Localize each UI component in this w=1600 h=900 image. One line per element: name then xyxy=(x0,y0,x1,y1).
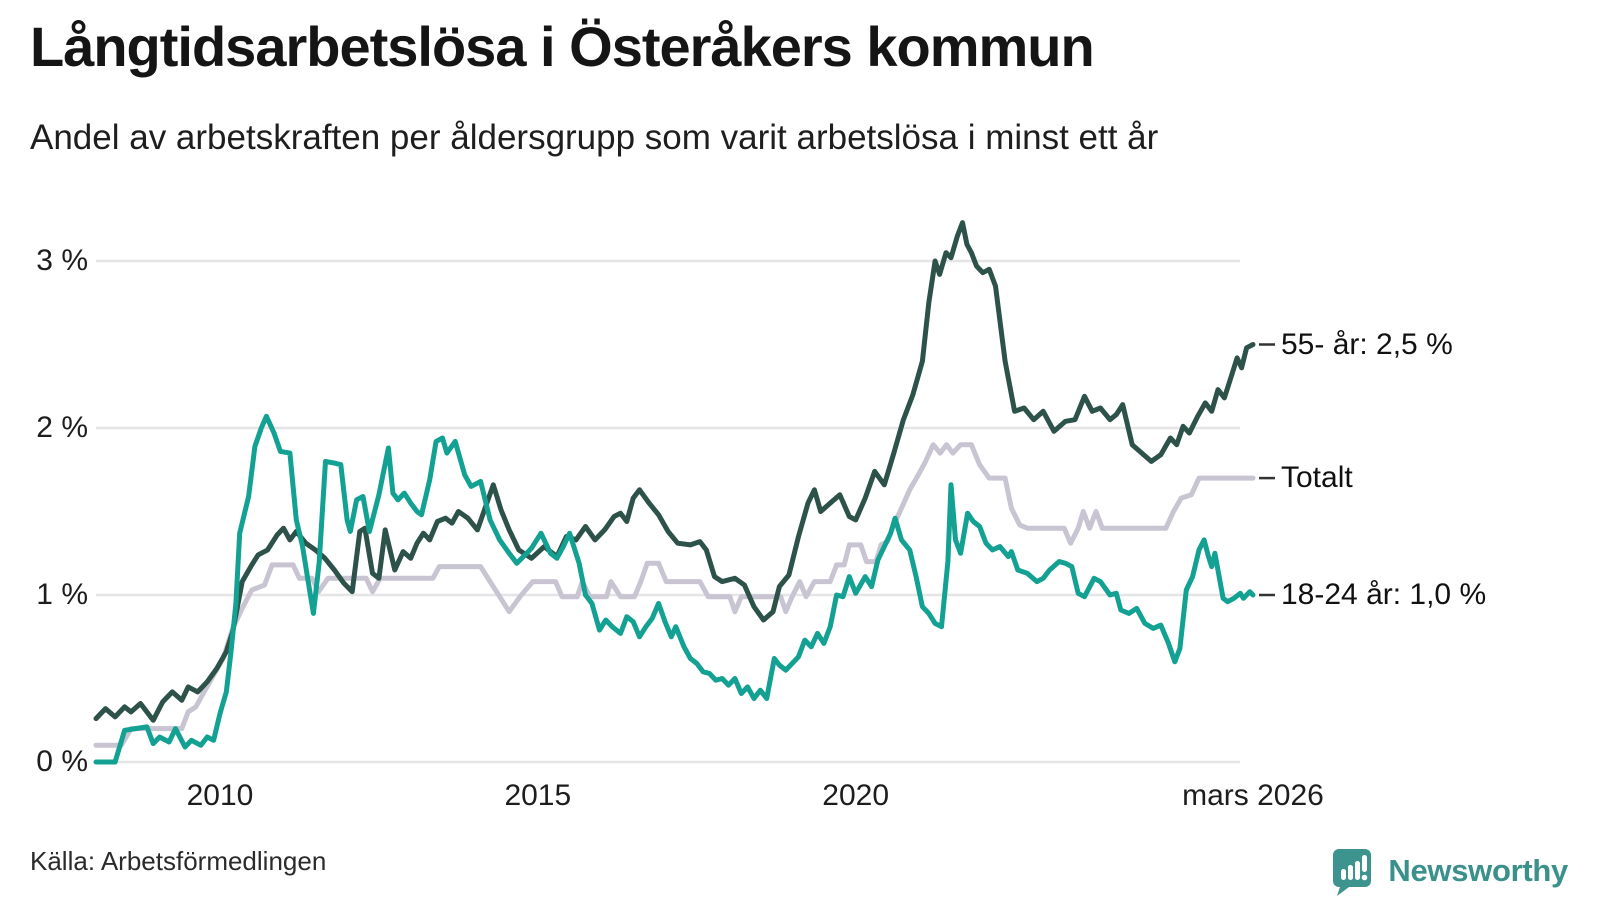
series-end-label-Totalt: Totalt xyxy=(1281,461,1353,495)
x-axis-tick-2020: 2020 xyxy=(822,779,890,812)
x-axis-tick-2010: 2010 xyxy=(186,779,254,812)
y-axis-tick-0: 0 % xyxy=(36,745,88,778)
newsworthy-logo-icon xyxy=(1333,849,1372,896)
x-axis-tick-mars-2026: mars 2026 xyxy=(1182,779,1324,812)
x-axis-tick-2015: 2015 xyxy=(504,779,572,812)
series-end-label-18-24-år: 18-24 år: 1,0 % xyxy=(1281,578,1487,611)
newsworthy-logo-text: Newsworthy xyxy=(1388,853,1568,888)
series-line-Totalt xyxy=(93,442,1256,748)
series-end-label-55--år: 55- år: 2,5 % xyxy=(1281,327,1453,361)
page-title: Långtidsarbetslösa i Österåkers kommun xyxy=(30,15,1095,78)
series-line-55--år xyxy=(93,220,1256,723)
newsworthy-logo-link[interactable]: Newsworthy xyxy=(1326,845,1568,897)
y-axis-tick-1: 1 % xyxy=(36,578,88,611)
y-axis-tick-2: 2 % xyxy=(36,411,88,444)
page-subtitle: Andel av arbetskraften per åldersgrupp s… xyxy=(30,118,1159,157)
series-line-18-24-år xyxy=(93,413,1256,765)
source-note: Källa: Arbetsförmedlingen xyxy=(30,846,327,876)
y-axis-tick-3: 3 % xyxy=(36,244,88,277)
